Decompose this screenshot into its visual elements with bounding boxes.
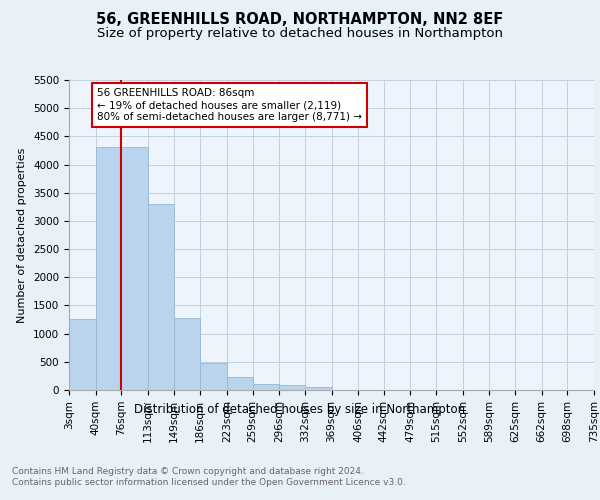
Bar xyxy=(253,384,279,390)
Text: 56, GREENHILLS ROAD, NORTHAMPTON, NN2 8EF: 56, GREENHILLS ROAD, NORTHAMPTON, NN2 8E… xyxy=(97,12,503,28)
Bar xyxy=(95,146,121,390)
Text: 56 GREENHILLS ROAD: 86sqm
← 19% of detached houses are smaller (2,119)
80% of se: 56 GREENHILLS ROAD: 86sqm ← 19% of detac… xyxy=(97,88,362,122)
Text: Distribution of detached houses by size in Northampton: Distribution of detached houses by size … xyxy=(134,402,466,415)
Text: Size of property relative to detached houses in Northampton: Size of property relative to detached ho… xyxy=(97,28,503,40)
Bar xyxy=(279,386,305,390)
Text: Contains HM Land Registry data © Crown copyright and database right 2024.
Contai: Contains HM Land Registry data © Crown c… xyxy=(12,468,406,487)
Bar xyxy=(227,377,253,390)
Y-axis label: Number of detached properties: Number of detached properties xyxy=(17,148,28,322)
Bar xyxy=(305,387,331,390)
Bar xyxy=(69,319,95,390)
Bar xyxy=(200,363,227,390)
Bar xyxy=(148,204,174,390)
Bar xyxy=(174,318,200,390)
Bar xyxy=(121,146,148,390)
